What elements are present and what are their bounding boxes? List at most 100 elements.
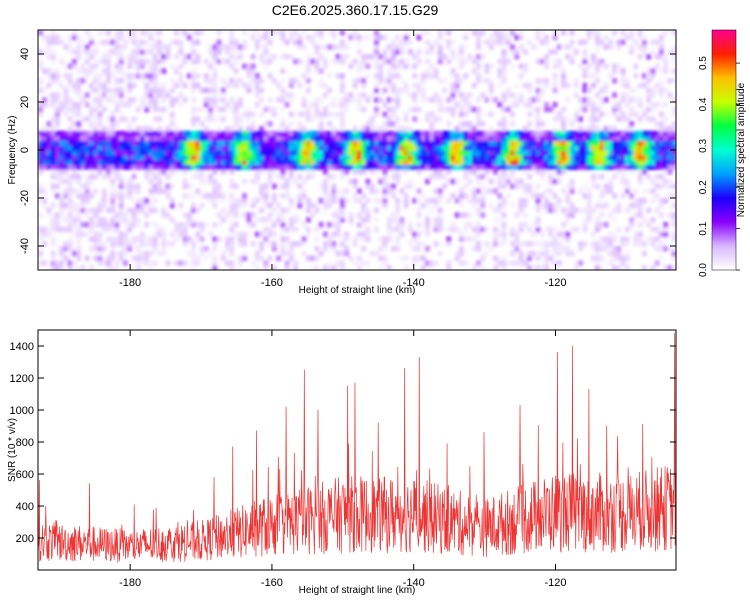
heat-cell: [514, 97, 520, 103]
heat-cell: [357, 106, 362, 113]
heat-cell: [76, 250, 82, 257]
heat-cell: [663, 159, 669, 165]
heat-cell: [658, 126, 664, 132]
heat-cell: [76, 154, 82, 161]
heat-cell: [544, 202, 549, 209]
heat-cell: [671, 183, 676, 189]
chart-title: C2E6.2025.360.17.15.G29: [271, 2, 439, 18]
heat-cell: [114, 130, 120, 137]
heat-cell: [539, 250, 545, 257]
heat-cell: [446, 130, 452, 137]
heat-cell: [42, 198, 48, 204]
heat-cell: [280, 130, 286, 137]
heat-cell: [46, 73, 52, 79]
heat-cell: [212, 150, 218, 156]
heat-cell: [186, 250, 192, 257]
heat-cell: [344, 246, 350, 252]
heat-cell: [148, 188, 154, 194]
heat-cell: [637, 231, 643, 237]
heat-cell: [476, 111, 481, 117]
heat-cell: [250, 63, 256, 69]
heat-cell: [633, 145, 639, 151]
heat-cell: [242, 39, 248, 45]
heat-cell: [488, 111, 494, 117]
heat-cell: [361, 159, 367, 165]
heat-cell: [637, 135, 643, 141]
heat-cell: [233, 222, 239, 228]
heat-cell: [301, 241, 307, 247]
heat-cell: [246, 217, 252, 223]
heat-cell: [135, 207, 141, 213]
heat-cell: [399, 255, 405, 261]
heat-cell: [603, 140, 609, 146]
heat-cell: [203, 222, 209, 228]
heat-cell: [114, 164, 120, 170]
heat-cell: [590, 241, 596, 247]
heat-cell: [412, 54, 418, 60]
heat-cell: [199, 164, 205, 170]
heat-cell: [518, 250, 524, 257]
heat-cell: [361, 169, 367, 175]
heat-cell: [199, 178, 205, 185]
heat-cell: [573, 260, 579, 266]
heat-cell: [152, 30, 158, 36]
heat-cell: [391, 68, 396, 74]
heat-cell: [67, 226, 73, 233]
heat-cell: [535, 265, 541, 270]
heat-cell: [454, 54, 460, 60]
heat-cell: [671, 164, 676, 170]
heat-cell: [493, 150, 498, 156]
heat-cell: [280, 183, 286, 189]
heat-cell: [46, 130, 52, 137]
heat-cell: [658, 164, 664, 170]
heat-cell: [263, 198, 269, 204]
heat-cell: [169, 135, 175, 141]
heat-cell: [327, 145, 333, 151]
heat-cell: [127, 246, 133, 252]
heat-cell: [114, 222, 120, 228]
heat-cell: [446, 39, 452, 45]
heat-cell: [123, 217, 128, 223]
heat-cell: [429, 130, 435, 137]
heat-cell: [382, 145, 388, 151]
heat-cell: [50, 226, 56, 233]
heat-cell: [284, 92, 290, 98]
heat-cell: [144, 169, 150, 175]
heat-cell: [314, 265, 320, 270]
heat-cell: [233, 207, 239, 213]
heat-cell: [658, 140, 664, 146]
heat-cell: [67, 198, 73, 204]
heat-cell: [378, 126, 384, 132]
heat-cell: [50, 97, 56, 103]
heat-cell: [195, 116, 201, 122]
heat-cell: [165, 92, 171, 98]
heat-cell: [63, 130, 69, 137]
heat-cell: [501, 135, 507, 141]
heat-cell: [203, 150, 209, 156]
heat-cell: [76, 231, 82, 237]
heat-cell: [110, 207, 116, 213]
heat-cell: [357, 140, 362, 146]
heat-cell: [335, 207, 341, 213]
heat-cell: [335, 212, 341, 218]
heat-cell: [127, 183, 133, 189]
heat-cell: [420, 255, 426, 261]
heat-cell: [612, 236, 618, 242]
heat-cell: [395, 150, 401, 156]
heat-cell: [339, 260, 345, 266]
heat-cell: [476, 178, 481, 185]
heat-cell: [637, 207, 643, 213]
heat-cell: [327, 222, 333, 228]
heat-cell: [297, 135, 303, 141]
heat-cell: [607, 188, 613, 194]
heat-cell: [152, 135, 158, 141]
heat-cell: [293, 145, 299, 151]
heat-cell: [408, 63, 413, 69]
heat-cell: [335, 159, 341, 165]
heat-cell: [663, 54, 669, 60]
heat-cell: [110, 159, 116, 165]
heat-cell: [603, 111, 609, 117]
heat-cell: [399, 217, 405, 223]
heat-cell: [493, 236, 498, 242]
heat-cell: [174, 222, 179, 228]
